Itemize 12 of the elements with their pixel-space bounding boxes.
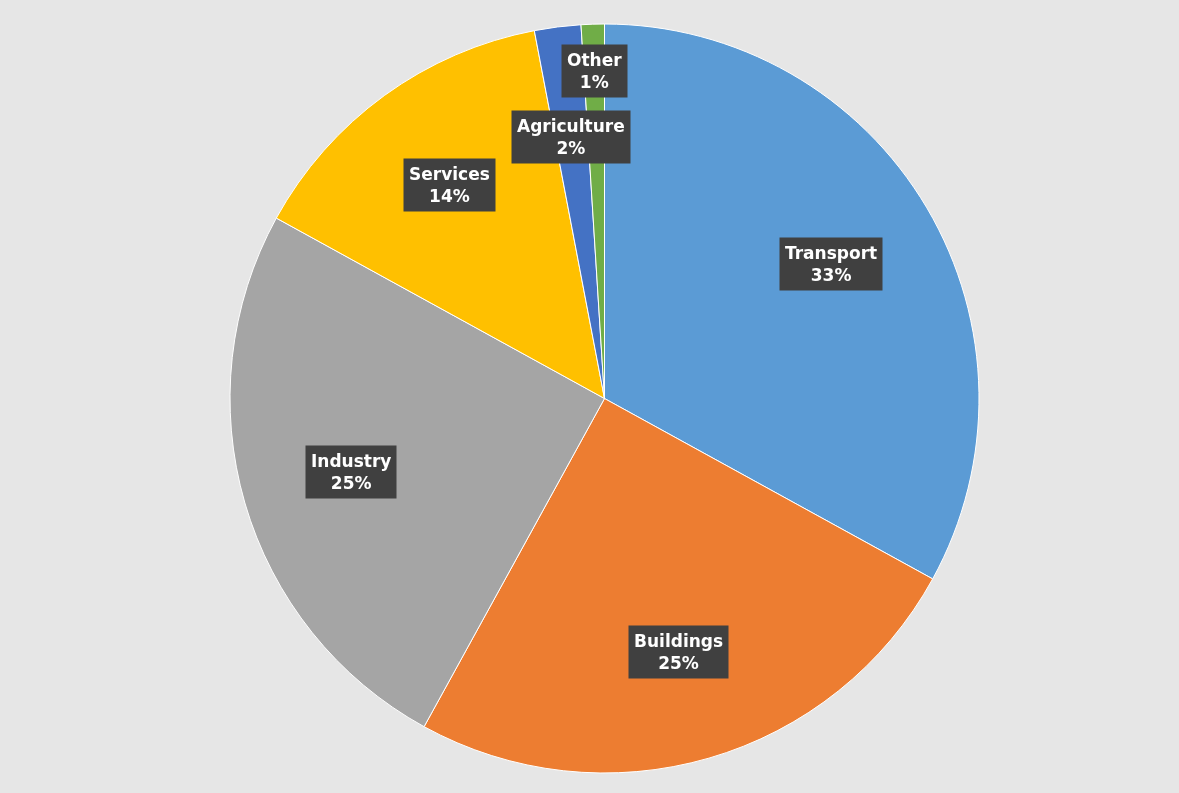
data-label: 25% xyxy=(658,653,699,674)
data-label: 25% xyxy=(330,473,372,494)
data-label: 14% xyxy=(429,186,470,207)
data-label: 33% xyxy=(810,265,852,286)
data-label: 1% xyxy=(579,72,609,93)
slice-label: Services xyxy=(409,164,490,184)
slice-label: Buildings xyxy=(634,631,724,651)
slice-label: Industry xyxy=(311,451,392,471)
slice-label: Agriculture xyxy=(517,116,625,136)
slice-label: Other xyxy=(567,50,623,70)
data-label: 2% xyxy=(556,138,586,159)
slice-label: Transport xyxy=(785,243,878,263)
